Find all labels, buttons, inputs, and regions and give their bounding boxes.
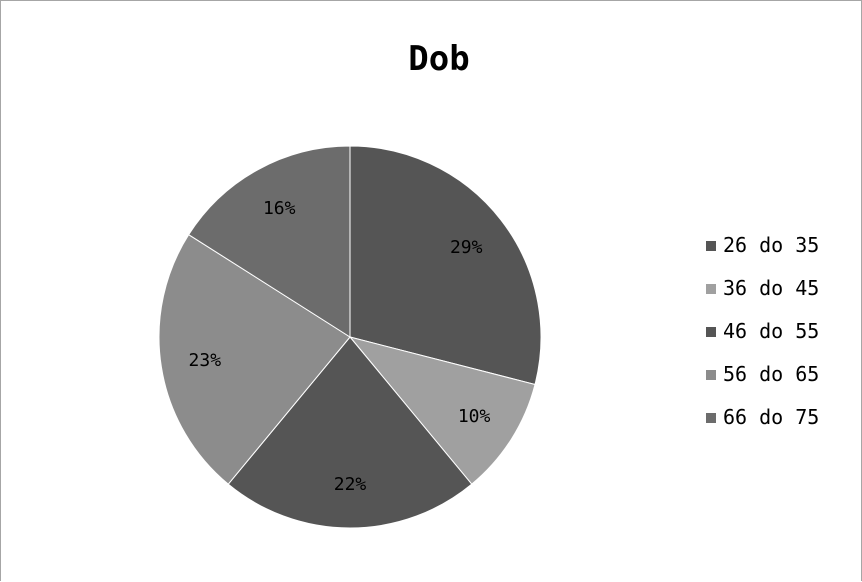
data-label-26-do-35: 29% (450, 237, 483, 258)
legend-swatch-56-do-65 (706, 370, 716, 380)
pie-slice-36-do-45 (348, 336, 536, 485)
pie-slice-66-do-75 (188, 145, 351, 338)
data-label-36-do-45: 10% (458, 406, 491, 427)
legend-label-26-do-35: 26 do 35 (723, 233, 819, 257)
legend-label-36-do-45: 36 do 45 (723, 276, 819, 300)
pie-slice-56-do-65 (158, 233, 351, 485)
legend: 26 do 35 36 do 45 46 do 55 56 do 65 66 do 75 (706, 233, 819, 429)
pie-slice-46-do-55 (227, 336, 473, 529)
pie-slice-26-do-35 (349, 145, 542, 386)
legend-label-46-do-55: 46 do 55 (723, 319, 819, 343)
pie-slices (158, 145, 542, 529)
data-label-46-do-55: 22% (334, 474, 367, 495)
data-labels: 29% 10% 22% 23% 16% (189, 198, 491, 495)
legend-swatch-26-do-35 (706, 241, 716, 251)
legend-swatch-46-do-55 (706, 327, 716, 337)
data-label-66-do-75: 16% (263, 198, 296, 219)
legend-label-56-do-65: 56 do 65 (723, 362, 819, 386)
legend-label-66-do-75: 66 do 75 (723, 405, 819, 429)
legend-swatch-66-do-75 (706, 413, 716, 423)
legend-swatch-36-do-45 (706, 284, 716, 294)
chart-title: Dob (408, 39, 469, 79)
data-label-56-do-65: 23% (189, 350, 222, 371)
